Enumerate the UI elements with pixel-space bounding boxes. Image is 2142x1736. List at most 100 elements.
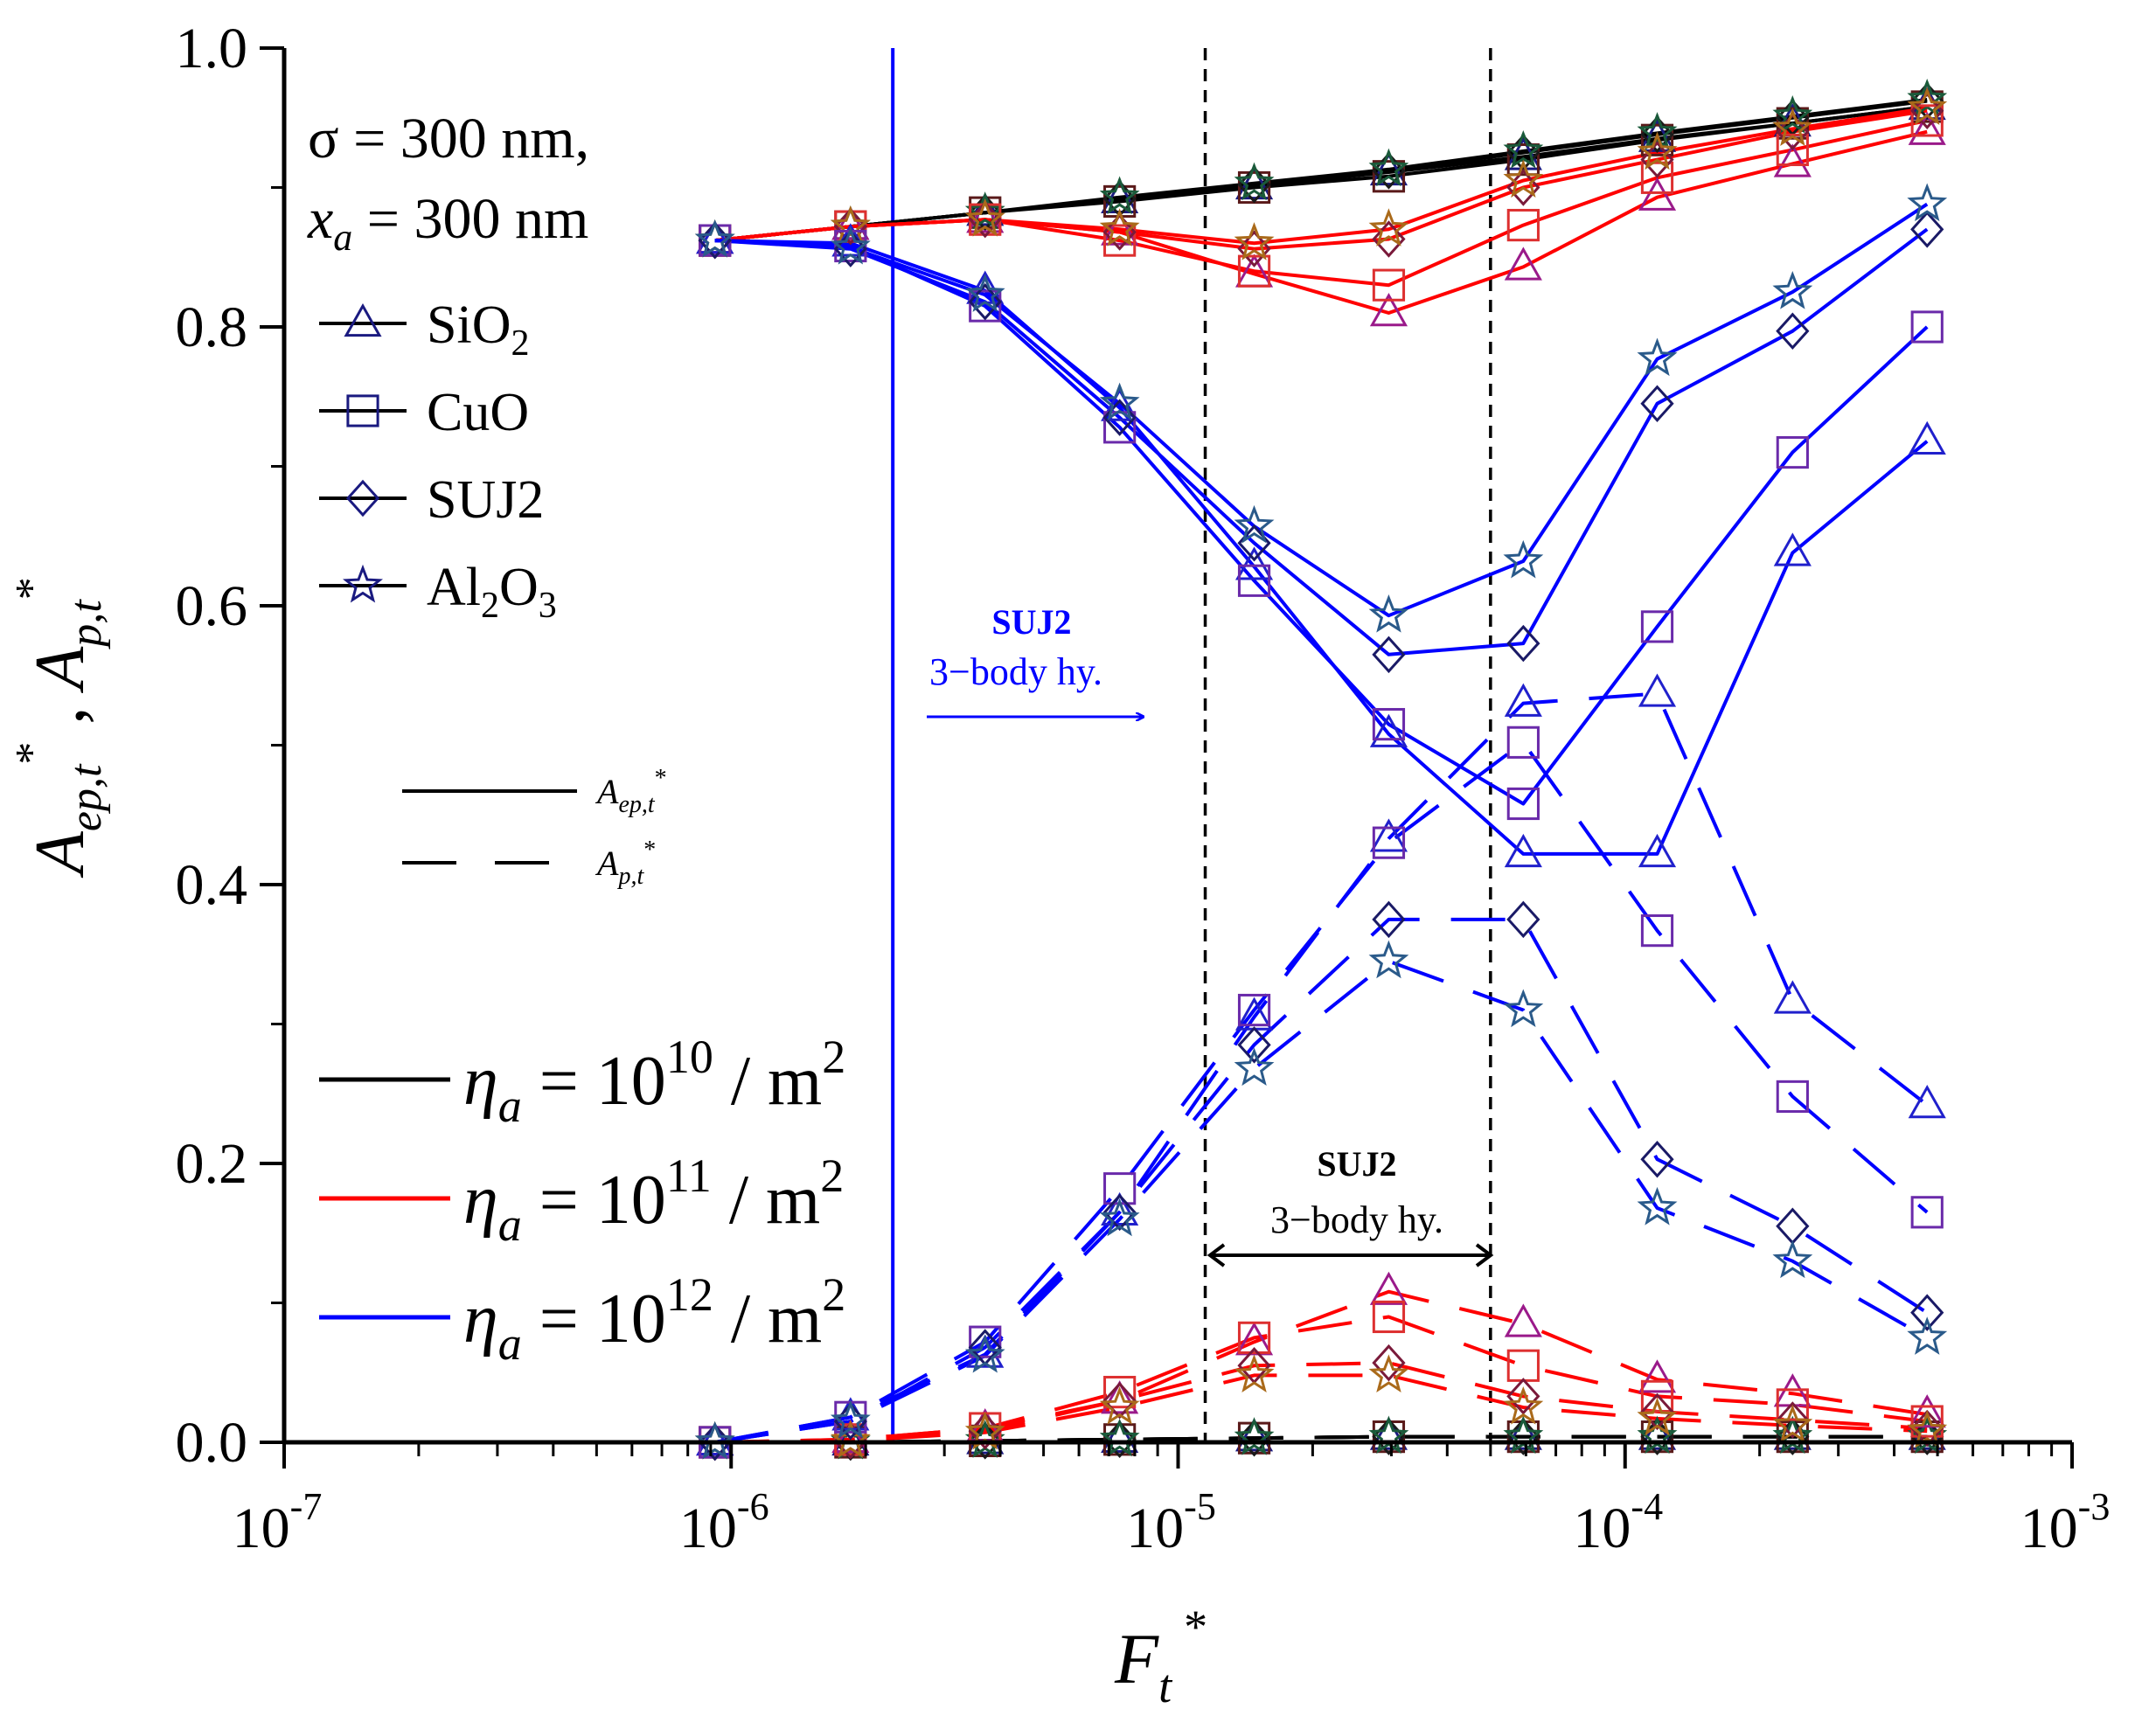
point-SiO2-1e11-Aep-2 (966, 199, 1005, 233)
point-Al2O3-1e11-Ap-4 (1234, 1354, 1275, 1392)
point-CuO-1e11-Aep-7 (1640, 161, 1674, 194)
point-CuO-1e10-Aep-6 (1506, 143, 1540, 177)
series-SUJ2-1e12-Ap (714, 917, 1929, 1444)
y-tick-label-1: 0.2 (176, 1132, 248, 1196)
point-SUJ2-1e11-Aep-3 (1102, 213, 1137, 251)
point-SUJ2-1e11-Ap-6 (1506, 1378, 1540, 1415)
point-CuO-1e11-Aep-6 (1506, 208, 1540, 242)
point-Al2O3-1e10-Ap-3 (1099, 1418, 1140, 1457)
point-SUJ2-1e11-Ap-5 (1372, 1344, 1406, 1382)
point-Al2O3-1e11-Aep-7 (1637, 131, 1678, 170)
point-SUJ2-1e12-Ap-5 (1372, 900, 1406, 939)
point-SiO2-1e10-Ap-6 (1504, 1416, 1542, 1450)
point-SiO2-1e12-Ap-5 (1369, 818, 1408, 852)
point-CuO-1e11-Ap-6 (1506, 1349, 1540, 1382)
series-CuO-1e12-Ap (714, 740, 1929, 1444)
point-SiO2-1e12-Ap-3 (1101, 1191, 1139, 1226)
point-Al2O3-1e11-Ap-6 (1503, 1386, 1544, 1425)
y-tick-label-4: 0.8 (176, 295, 248, 359)
point-Al2O3-1e12-Aep-7 (1637, 337, 1678, 377)
point-SUJ2-1e10-Aep-5 (1372, 152, 1406, 190)
xa-annotation: xa = 300 nm (307, 187, 588, 259)
point-Al2O3-1e11-Ap-9 (1907, 1410, 1948, 1448)
point-Al2O3-1e12-Aep-6 (1503, 539, 1544, 579)
vertical-lines (891, 48, 1492, 1442)
point-SiO2-1e12-Aep-0 (696, 220, 734, 254)
point-SUJ2-1e11-Ap-8 (1776, 1401, 1810, 1439)
black-annotation-title: SUJ2 (1317, 1144, 1396, 1184)
material-legend-marker-SiO2 (344, 303, 382, 337)
point-CuO-1e10-Aep-7 (1640, 123, 1674, 156)
series-CuO-1e11-Ap (714, 1315, 1928, 1444)
point-Al2O3-1e12-Ap-5 (1368, 940, 1409, 979)
point-Al2O3-1e12-Ap-7 (1637, 1186, 1678, 1226)
point-Al2O3-1e11-Ap-5 (1368, 1354, 1409, 1392)
point-SUJ2-1e10-Aep-9 (1910, 82, 1944, 120)
style-legend-label-dashed: Ap,t* (595, 837, 656, 890)
point-CuO-1e12-Ap-8 (1776, 1080, 1809, 1114)
point-SUJ2-1e12-Ap-8 (1776, 1207, 1810, 1246)
point-SiO2-1e12-Aep-6 (1504, 833, 1542, 868)
sigma-annotation: σ = 300 nm, (308, 107, 589, 170)
x-tick-label-1: 10-6 (679, 1485, 769, 1560)
series-Al2O3-1e12-Ap (714, 959, 1929, 1444)
point-SUJ2-1e11-Ap-3 (1102, 1381, 1137, 1420)
point-SUJ2-1e12-Ap-9 (1910, 1294, 1944, 1331)
point-CuO-1e11-Ap-8 (1776, 1388, 1809, 1421)
density-legend-label-1e12: ηa = 1012 / m2 (463, 1268, 845, 1370)
y-tick-label-5: 1.0 (176, 17, 248, 80)
material-legend: SiO2 CuO SUJ2 Al2O3 (319, 295, 557, 626)
axes: 0.0 0.2 0.4 0.6 0.8 1.0 10-7 10-6 10-5 10-4 10-3 (176, 17, 2111, 1560)
point-SUJ2-1e11-Ap-9 (1910, 1409, 1944, 1448)
point-SiO2-1e11-Aep-5 (1369, 293, 1408, 327)
point-Al2O3-1e12-Ap-9 (1907, 1316, 1948, 1355)
point-Al2O3-1e12-Aep-4 (1234, 504, 1275, 544)
point-SiO2-1e10-Ap-5 (1369, 1416, 1408, 1450)
point-CuO-1e12-Ap-6 (1506, 726, 1540, 759)
style-legend: Aep,t* Ap,t* (402, 765, 667, 890)
series-Al2O3-1e12-Aep (714, 202, 1929, 618)
point-CuO-1e12-Aep-6 (1506, 787, 1540, 821)
point-SiO2-1e10-Ap-4 (1234, 1418, 1274, 1452)
point-CuO-1e11-Aep-9 (1910, 104, 1944, 137)
point-SUJ2-1e12-Aep-6 (1506, 624, 1540, 663)
point-Al2O3-1e12-Aep-9 (1907, 183, 1948, 222)
material-legend-label-Al2O3: Al2O3 (427, 558, 557, 626)
point-SiO2-1e11-Ap-1 (831, 1419, 870, 1453)
point-Al2O3-1e12-Aep-1 (830, 226, 871, 265)
series-lines (714, 98, 1929, 1444)
point-Al2O3-1e11-Aep-9 (1907, 87, 1948, 126)
point-CuO-1e12-Ap-2 (969, 1325, 1002, 1358)
x-axis-title: Ft* (1114, 1601, 1207, 1712)
point-Al2O3-1e10-Aep-4 (1234, 162, 1275, 201)
series-Al2O3-1e10-Aep (714, 98, 1928, 243)
density-legend-label-1e11: ηa = 1011 / m2 (463, 1149, 844, 1251)
point-CuO-1e11-Aep-3 (1103, 224, 1137, 257)
point-SiO2-1e12-Aep-5 (1369, 713, 1408, 747)
point-CuO-1e11-Ap-4 (1237, 1321, 1271, 1354)
series-SUJ2-1e12-Aep (714, 227, 1929, 656)
point-CuO-1e12-Ap-5 (1372, 826, 1406, 859)
point-SUJ2-1e12-Aep-8 (1776, 312, 1810, 351)
material-legend-marker-SUJ2 (345, 479, 380, 517)
point-SUJ2-1e12-Ap-4 (1237, 1026, 1271, 1064)
point-Al2O3-1e10-Aep-5 (1368, 148, 1409, 187)
blue-annotation-title: SUJ2 (991, 602, 1071, 642)
point-SUJ2-1e12-Ap-7 (1640, 1140, 1674, 1178)
x-tick-label-2: 10-5 (1126, 1485, 1216, 1560)
point-Al2O3-1e11-Aep-3 (1099, 208, 1140, 247)
point-Al2O3-1e12-Aep-0 (694, 219, 735, 258)
point-SUJ2-1e11-Aep-8 (1776, 113, 1810, 150)
point-Al2O3-1e11-Ap-1 (830, 1420, 871, 1458)
point-SiO2-1e12-Ap-2 (966, 1334, 1005, 1368)
point-CuO-1e10-Aep-5 (1372, 160, 1406, 193)
point-Al2O3-1e12-Aep-3 (1099, 382, 1140, 421)
point-SiO2-1e10-Ap-3 (1101, 1419, 1139, 1453)
point-Al2O3-1e12-Ap-4 (1234, 1047, 1275, 1087)
density-legend: ηa = 1010 / m2 ηa = 1011 / m2 ηa = 1012 / … (319, 1031, 845, 1370)
density-legend-label-1e10: ηa = 1010 / m2 (463, 1031, 845, 1132)
point-Al2O3-1e11-Ap-2 (964, 1411, 1005, 1450)
point-Al2O3-1e12-Ap-0 (694, 1420, 735, 1460)
point-Al2O3-1e12-Aep-5 (1368, 594, 1409, 633)
point-SUJ2-1e11-Aep-5 (1372, 220, 1406, 258)
